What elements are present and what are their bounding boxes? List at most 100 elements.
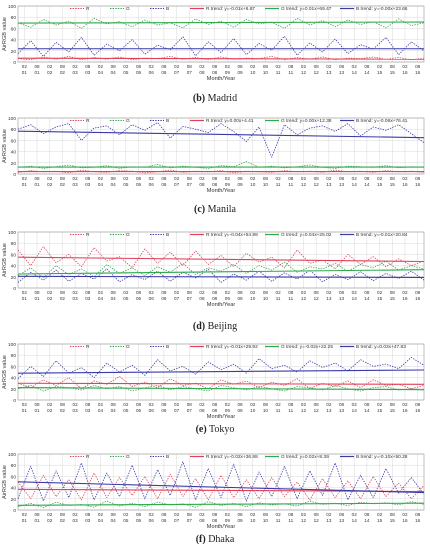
x-tick-month: 08 (187, 176, 193, 181)
y-tick-label: 80 (11, 15, 17, 21)
x-tick-month: 08 (111, 64, 117, 69)
legend-label: G (126, 344, 130, 350)
x-axis-label: Month/Year (207, 302, 236, 308)
y-tick-label: 0 (13, 398, 16, 404)
x-tick-month: 08 (288, 290, 294, 295)
x-tick-month: 02 (377, 512, 383, 517)
x-tick-month: 08 (187, 402, 193, 407)
b-trend-line (17, 369, 425, 374)
x-tick-year: 03 (73, 408, 79, 413)
x-tick-month: 02 (73, 512, 79, 517)
legend-label: B trend: y=-0.01x+20.84 (356, 232, 408, 238)
x-tick-year: 01 (22, 518, 28, 523)
x-tick-month: 08 (390, 290, 396, 295)
x-tick-year: 09 (225, 182, 231, 187)
legend-label: B (166, 232, 169, 238)
y-tick-label: 20 (11, 275, 17, 281)
caption-manila: (c) Manila (0, 204, 430, 215)
x-tick-year: 06 (149, 518, 155, 523)
x-tick-year: 12 (301, 518, 307, 523)
x-tick-year: 16 (415, 70, 421, 75)
x-tick-month: 02 (402, 402, 408, 407)
x-tick-year: 12 (314, 70, 320, 75)
x-tick-month: 02 (326, 64, 332, 69)
x-tick-month: 02 (352, 512, 358, 517)
x-tick-month: 02 (326, 176, 332, 181)
legend-label: B trend: y=-0.00x+23.66 (356, 6, 408, 12)
y-tick-label: 100 (8, 230, 16, 236)
x-tick-year: 05 (123, 408, 129, 413)
x-tick-month: 08 (263, 512, 269, 517)
x-tick-year: 09 (237, 518, 243, 523)
x-tick-year: 07 (187, 296, 193, 301)
x-tick-month: 02 (174, 512, 180, 517)
caption-madrid: (b) Madrid (0, 93, 430, 104)
legend-label: G trend: y=0.02x+8.39 (281, 454, 329, 460)
y-tick-label: 40 (11, 376, 17, 382)
x-tick-year: 05 (136, 296, 142, 301)
x-tick-year: 08 (199, 296, 205, 301)
x-tick-month: 08 (237, 512, 243, 517)
x-tick-month: 08 (85, 290, 91, 295)
legend-label: R trend: y=-0.04x+54.98 (206, 232, 258, 238)
x-tick-year: 01 (22, 70, 28, 75)
x-tick-month: 08 (212, 512, 218, 517)
x-tick-year: 02 (60, 518, 66, 523)
y-tick-label: 100 (8, 452, 16, 458)
legend-label: G (126, 6, 130, 12)
caption-city: Tokyo (209, 424, 235, 435)
y-axis-label: AirRGB value (2, 243, 8, 277)
x-tick-year: 10 (250, 70, 256, 75)
legend-label: G trend: y=0.04x+25.02 (281, 232, 332, 238)
x-tick-year: 15 (377, 70, 383, 75)
x-axis-label: Month/Year (207, 188, 236, 194)
x-tick-year: 07 (187, 182, 193, 187)
x-tick-year: 08 (199, 182, 205, 187)
x-tick-month: 08 (187, 512, 193, 517)
x-tick-year: 02 (60, 408, 66, 413)
b-series-line (17, 461, 425, 502)
y-tick-label: 60 (11, 364, 17, 370)
legend-label: R trend: y=-0.01x+6.87 (206, 6, 255, 12)
g-series-line (17, 260, 425, 279)
x-tick-month: 02 (402, 512, 408, 517)
x-tick-year: 04 (111, 518, 117, 523)
x-tick-month: 08 (161, 64, 167, 69)
x-tick-year: 16 (402, 408, 408, 413)
r-trend-line (17, 382, 425, 385)
x-tick-month: 08 (212, 290, 218, 295)
x-tick-year: 09 (225, 518, 231, 523)
y-tick-label: 20 (11, 49, 17, 55)
g-trend-line (17, 269, 425, 275)
x-axis-label: Month/Year (207, 524, 236, 530)
x-tick-year: 01 (34, 70, 40, 75)
x-tick-month: 08 (136, 64, 142, 69)
x-tick-month: 02 (352, 64, 358, 69)
legend-label: B trend: y=-0.06x+76.41 (356, 118, 408, 124)
x-tick-year: 05 (123, 296, 129, 301)
x-tick-month: 02 (22, 290, 28, 295)
x-tick-month: 08 (263, 402, 269, 407)
chart-beijing: 0204060801000201080102020802020308030204… (2, 230, 425, 308)
x-tick-year: 03 (73, 70, 79, 75)
x-tick-year: 10 (263, 296, 269, 301)
x-tick-year: 02 (60, 296, 66, 301)
x-tick-year: 01 (22, 408, 28, 413)
legend-label: B trend: y=0.03x+47.83 (356, 344, 406, 350)
x-tick-year: 02 (47, 182, 53, 187)
x-tick-month: 02 (377, 402, 383, 407)
x-tick-year: 11 (276, 408, 281, 413)
x-tick-year: 01 (34, 518, 40, 523)
x-tick-month: 02 (250, 402, 256, 407)
x-tick-year: 08 (212, 518, 218, 523)
x-tick-month: 08 (415, 290, 421, 295)
legend-label: G trend: y=0.01x+69.47 (281, 6, 332, 12)
x-tick-year: 07 (174, 182, 180, 187)
x-tick-year: 02 (47, 296, 53, 301)
y-tick-label: 20 (11, 387, 17, 393)
x-tick-year: 12 (314, 296, 320, 301)
x-tick-year: 15 (390, 518, 396, 523)
x-tick-year: 16 (402, 296, 408, 301)
caption-tokyo: (e) Tokyo (0, 424, 430, 435)
x-tick-month: 02 (225, 290, 231, 295)
